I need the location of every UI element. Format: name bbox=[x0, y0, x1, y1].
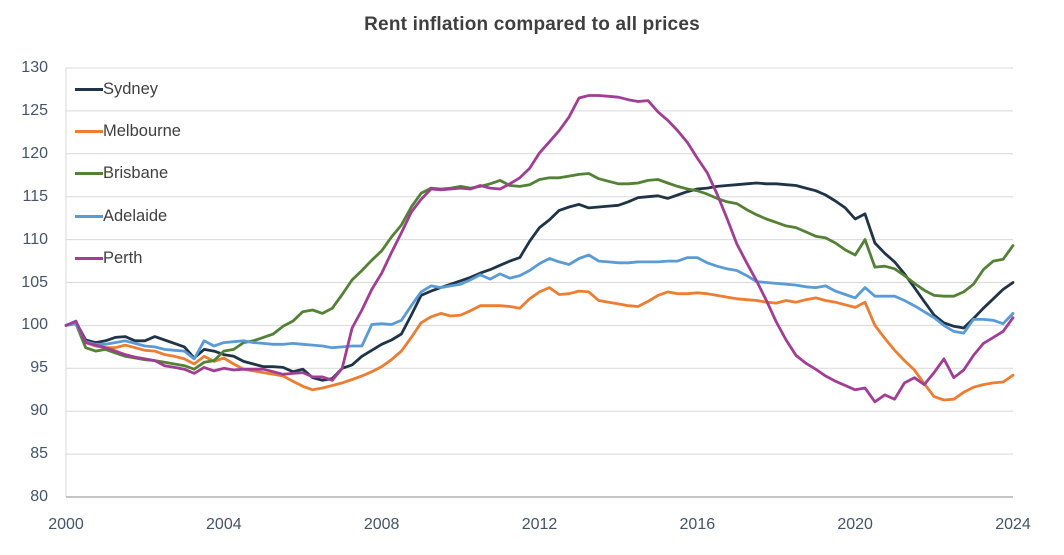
legend-item-brisbane: Brisbane bbox=[75, 153, 181, 195]
x-axis-tick-2004: 2004 bbox=[206, 516, 242, 533]
y-axis-tick-110: 110 bbox=[22, 230, 48, 248]
legend-swatch-adelaide bbox=[75, 214, 103, 218]
legend-label-perth: Perth bbox=[103, 248, 143, 267]
x-axis-tick-2008: 2008 bbox=[363, 516, 400, 533]
y-axis-tick-90: 90 bbox=[30, 402, 48, 420]
x-axis-tick-2012: 2012 bbox=[521, 516, 558, 533]
legend-item-sydney: Sydney bbox=[75, 68, 181, 110]
series-line-melbourne bbox=[64, 286, 1015, 402]
y-axis-tick-125: 125 bbox=[21, 101, 48, 119]
chart-title: Rent inflation compared to all prices bbox=[364, 14, 700, 35]
legend-label-brisbane: Brisbane bbox=[103, 164, 169, 183]
y-axis-tick-115: 115 bbox=[22, 187, 48, 205]
legend-item-adelaide: Adelaide bbox=[75, 195, 181, 237]
y-axis-tick-80: 80 bbox=[30, 488, 48, 505]
y-axis-tick-95: 95 bbox=[30, 359, 48, 377]
legend-swatch-perth bbox=[75, 256, 103, 260]
series-line-perth bbox=[64, 94, 1015, 404]
legend-swatch-brisbane bbox=[75, 172, 103, 176]
y-axis-tick-130: 130 bbox=[21, 59, 48, 76]
x-axis-tick-2016: 2016 bbox=[679, 516, 716, 533]
legend-item-perth: Perth bbox=[75, 237, 181, 279]
series-line-adelaide bbox=[64, 253, 1015, 361]
series-line-brisbane bbox=[64, 172, 1015, 371]
legend-label-sydney: Sydney bbox=[103, 79, 159, 98]
x-axis-tick-2000: 2000 bbox=[48, 516, 84, 533]
legend-label-melbourne: Melbourne bbox=[103, 121, 181, 140]
y-axis-tick-105: 105 bbox=[21, 273, 48, 291]
chart-legend: Sydney Melbourne Brisbane Adelaide Perth bbox=[75, 68, 181, 279]
legend-swatch-sydney bbox=[75, 87, 103, 91]
y-axis-tick-85: 85 bbox=[30, 445, 48, 463]
x-axis-tick-2020: 2020 bbox=[837, 516, 873, 533]
legend-item-melbourne: Melbourne bbox=[75, 110, 181, 152]
y-axis-tick-120: 120 bbox=[21, 144, 48, 162]
legend-label-adelaide: Adelaide bbox=[103, 206, 168, 225]
y-axis-tick-100: 100 bbox=[21, 316, 48, 334]
x-axis-tick-2024: 2024 bbox=[995, 516, 1031, 533]
series-line-sydney bbox=[64, 181, 1015, 382]
legend-swatch-melbourne bbox=[75, 129, 103, 133]
